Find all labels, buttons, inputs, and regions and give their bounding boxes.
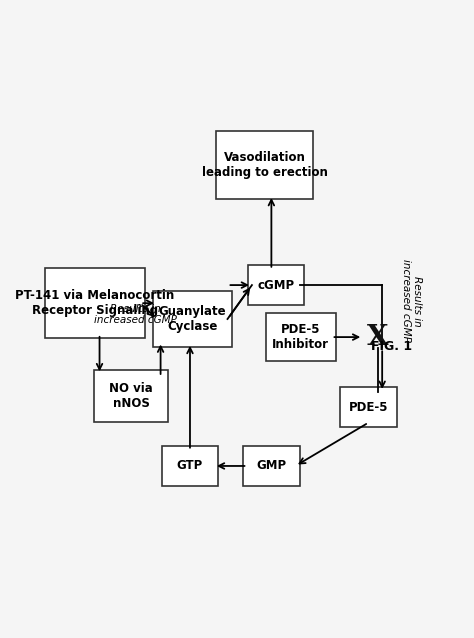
FancyBboxPatch shape [266,313,336,361]
Text: Vasodilation
leading to erection: Vasodilation leading to erection [201,151,328,179]
Text: Results in
increased cGMP: Results in increased cGMP [94,304,177,325]
FancyBboxPatch shape [216,131,313,199]
Text: GTP: GTP [177,459,203,473]
Text: X: X [367,323,389,351]
Text: cGMP: cGMP [257,279,294,292]
Text: Results in
increased cGMP: Results in increased cGMP [401,260,422,343]
FancyBboxPatch shape [247,265,304,305]
Text: PT-141 via Melanocortin
Receptor Signaling: PT-141 via Melanocortin Receptor Signali… [15,289,174,317]
Text: PDE-5: PDE-5 [349,401,388,413]
Text: Guanylate
Cyclase: Guanylate Cyclase [158,305,226,333]
FancyBboxPatch shape [243,446,300,486]
FancyBboxPatch shape [46,268,145,338]
FancyBboxPatch shape [94,370,168,422]
Text: NO via
nNOS: NO via nNOS [109,382,153,410]
Text: PDE-5
Inhibitor: PDE-5 Inhibitor [272,323,329,351]
FancyBboxPatch shape [340,387,397,427]
FancyBboxPatch shape [162,446,218,486]
FancyBboxPatch shape [153,291,232,347]
Text: FIG. 1: FIG. 1 [371,339,412,353]
Text: GMP: GMP [256,459,286,473]
